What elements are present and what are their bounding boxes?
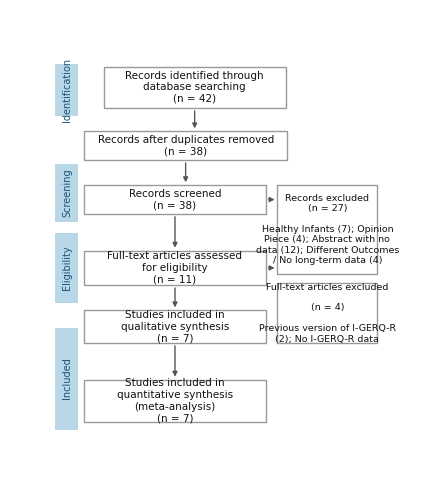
Text: Studies included in
qualitative synthesis
(n = 7): Studies included in qualitative synthesi… (121, 310, 229, 343)
FancyBboxPatch shape (84, 380, 266, 422)
FancyBboxPatch shape (55, 64, 78, 116)
Text: Full-text articles excluded

(n = 4)

Previous version of I-GERQ-R
(2); No I-GER: Full-text articles excluded (n = 4) Prev… (259, 282, 396, 344)
FancyBboxPatch shape (104, 66, 286, 108)
FancyBboxPatch shape (84, 131, 287, 160)
Text: Eligibility: Eligibility (62, 246, 72, 290)
Text: Full-text articles assessed
for eligibility
(n = 11): Full-text articles assessed for eligibil… (107, 252, 242, 284)
FancyBboxPatch shape (55, 164, 78, 222)
Text: Identification: Identification (62, 58, 72, 122)
Text: Records excluded
(n = 27)

Healthy Infants (7); Opinion
Piece (4); Abstract with: Records excluded (n = 27) Healthy Infant… (256, 194, 399, 265)
FancyBboxPatch shape (84, 185, 266, 214)
Text: Included: Included (62, 358, 72, 400)
Text: Records identified through
database searching
(n = 42): Records identified through database sear… (125, 70, 264, 104)
FancyBboxPatch shape (84, 310, 266, 343)
Text: Screening: Screening (62, 168, 72, 217)
FancyBboxPatch shape (277, 185, 377, 274)
FancyBboxPatch shape (84, 250, 266, 285)
Text: Records screened
(n = 38): Records screened (n = 38) (129, 189, 221, 210)
FancyBboxPatch shape (55, 233, 78, 302)
FancyBboxPatch shape (55, 328, 78, 430)
FancyBboxPatch shape (277, 284, 377, 343)
Text: Studies included in
quantitative synthesis
(meta-analysis)
(n = 7): Studies included in quantitative synthes… (117, 378, 233, 423)
Text: Records after duplicates removed
(n = 38): Records after duplicates removed (n = 38… (98, 135, 274, 156)
